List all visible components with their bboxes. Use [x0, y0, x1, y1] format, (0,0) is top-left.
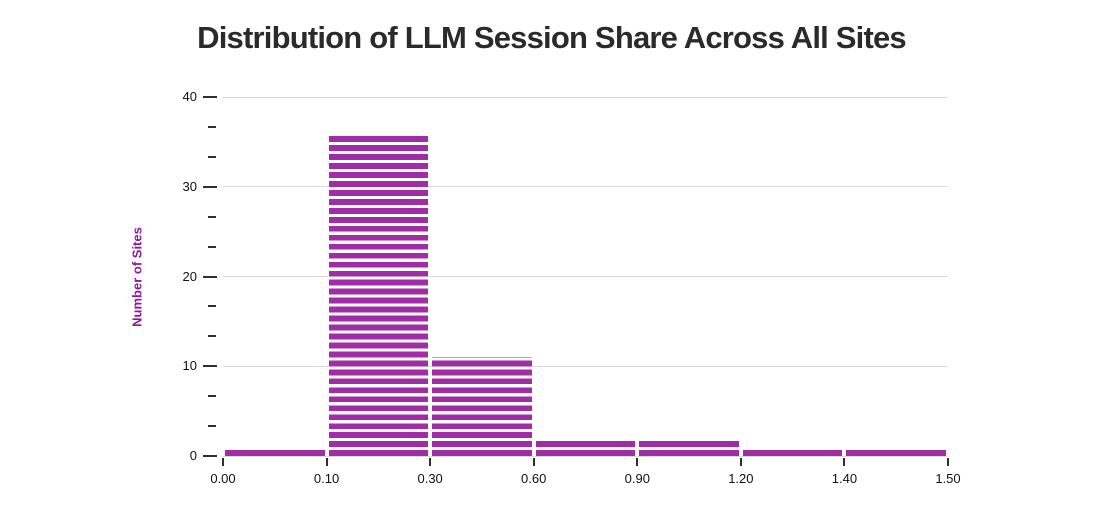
gridline — [223, 186, 948, 188]
y-axis-major-tick — [203, 455, 217, 457]
y-tick-label: 10 — [182, 358, 197, 374]
y-axis-minor-tick — [208, 335, 216, 338]
gridline — [223, 96, 948, 98]
x-tick-label: 0.00 — [210, 471, 236, 486]
y-axis-label: Number of Sites — [129, 227, 145, 327]
x-tick-label: 1.20 — [728, 471, 754, 486]
y-tick-label: 20 — [182, 268, 197, 284]
histogram-bar — [328, 132, 429, 456]
histogram-bar — [742, 447, 843, 456]
histogram-bar — [535, 438, 636, 456]
x-axis-tick — [325, 458, 328, 466]
y-axis-major-tick — [203, 275, 217, 278]
y-axis-minor-tick — [208, 125, 216, 128]
x-tick-label: 0.10 — [313, 471, 340, 486]
x-axis-tick — [222, 458, 224, 466]
y-axis-minor-tick — [208, 245, 216, 248]
gridline — [223, 276, 948, 277]
y-axis-minor-tick — [208, 215, 216, 218]
y-axis-minor-tick — [208, 305, 216, 308]
x-axis-tick — [843, 458, 846, 466]
x-axis-tick — [947, 458, 949, 466]
x-axis-tick — [429, 458, 432, 466]
y-tick-label: 40 — [182, 89, 197, 104]
plot-area: 0 10 20 30 40 0.00 0.10 0.30 0.60 0.90 1.20 1.40 1.5… — [183, 89, 961, 486]
y-axis-major-tick — [203, 185, 217, 188]
histogram-bar — [225, 447, 325, 456]
y-axis-major-tick — [203, 96, 217, 98]
x-tick-label: 1.50 — [935, 471, 961, 486]
histogram-bar — [639, 438, 739, 456]
chart-title: Distribution of LLM Session Share Across… — [197, 20, 907, 55]
histogram-bar — [846, 447, 946, 456]
x-tick-label: 0.90 — [624, 471, 650, 486]
y-tick-label: 30 — [182, 178, 197, 194]
y-axis-major-tick — [203, 365, 217, 368]
y-axis-minor-tick — [208, 155, 216, 158]
x-tick-label: 0.30 — [417, 471, 443, 486]
histogram-bar — [432, 357, 532, 456]
x-axis-tick — [739, 458, 742, 466]
x-tick-label: 0.60 — [521, 471, 547, 486]
y-axis-minor-tick — [208, 395, 216, 398]
gridline — [223, 455, 948, 457]
x-tick-label: 1.40 — [831, 471, 858, 486]
y-tick-label: 0 — [189, 448, 197, 463]
x-axis-tick — [636, 458, 639, 466]
gridline — [223, 365, 948, 367]
x-axis-tick — [532, 458, 535, 466]
y-axis-minor-tick — [208, 425, 216, 428]
